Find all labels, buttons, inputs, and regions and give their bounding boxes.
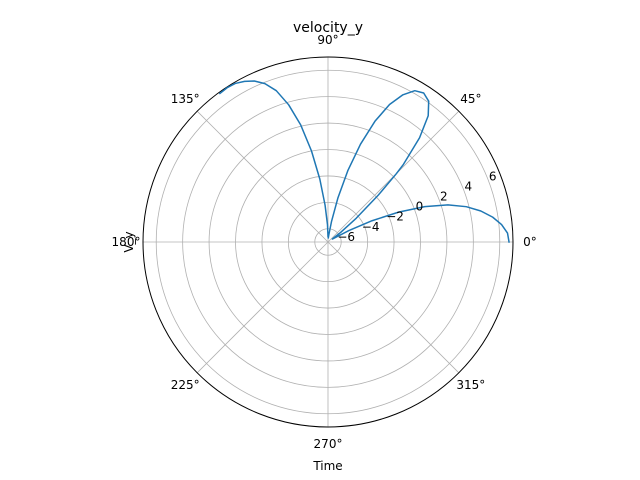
r-tick-label: 0	[416, 200, 424, 214]
x-axis-label: Time	[312, 459, 342, 473]
theta-tick-label: 0°	[523, 235, 537, 249]
y-axis-label: V_y	[122, 231, 136, 252]
r-tick-label: 4	[464, 179, 472, 193]
r-tick-labels: −6 −4 −2 0 2 4 6	[337, 169, 496, 244]
series-layer	[218, 80, 510, 243]
r-tick-label: 2	[440, 189, 448, 203]
r-tick-label: −4	[362, 220, 380, 234]
theta-gridline-3	[196, 110, 329, 243]
theta-tick-label: 45°	[460, 92, 481, 106]
theta-tick-label: 180°	[112, 235, 141, 249]
r-tick-label: −2	[386, 210, 404, 224]
theta-tick-label: 270°	[314, 437, 343, 451]
theta-tick-labels: 0° 45° 90° 135° 180° 225° 270° 315°	[112, 33, 537, 451]
theta-gridline-5	[196, 241, 329, 374]
theta-tick-label: 225°	[171, 378, 200, 392]
series-line-0	[218, 80, 510, 243]
r-tick-label: −6	[337, 230, 355, 244]
polar-frame	[142, 56, 514, 428]
theta-tick-label: 315°	[456, 378, 485, 392]
angular-gridlines	[143, 57, 513, 427]
theta-tick-label: 90°	[317, 33, 338, 47]
theta-tick-label: 135°	[171, 92, 200, 106]
chart-title: velocity_y	[293, 20, 363, 36]
r-tick-label: 6	[489, 169, 497, 183]
theta-gridline-7	[327, 241, 460, 374]
